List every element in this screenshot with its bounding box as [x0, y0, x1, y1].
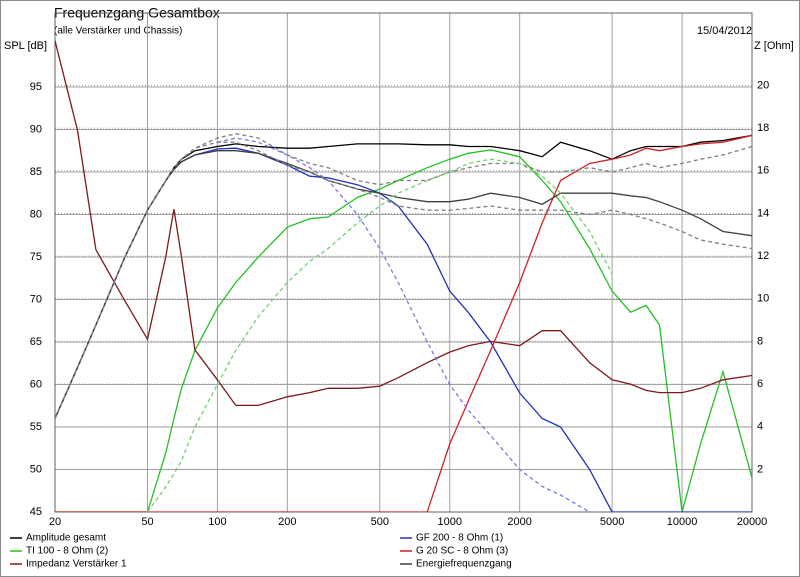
- x-tick-label: 20000: [737, 516, 768, 528]
- y-tick-label: 70: [30, 293, 42, 305]
- y-tick-label: 65: [30, 336, 42, 348]
- y2-tick-label: 8: [757, 335, 763, 347]
- dashed-series-line: [146, 158, 613, 512]
- x-tick-label: 1000: [437, 516, 461, 528]
- x-tick-label: 10000: [667, 516, 698, 528]
- legend-label: Energiefrequenzgang: [416, 559, 512, 570]
- y2-tick-label: 12: [757, 250, 769, 262]
- dashed-series-line: [55, 133, 752, 419]
- chart-date: 15/04/2012: [697, 25, 752, 37]
- legend-label: Amplitude gesamt: [26, 533, 106, 544]
- y2-tick-label: 18: [757, 122, 769, 134]
- y-tick-label: 85: [30, 166, 42, 178]
- legend-label: TI 100 - 8 Ohm (2): [26, 546, 108, 557]
- chart-subtitle: (alle Verstärker und Chassis): [54, 26, 182, 37]
- x-tick-label: 500: [371, 516, 389, 528]
- x-tick-label: 200: [278, 516, 296, 528]
- legend-label: G 20 SC - 8 Ohm (3): [416, 546, 508, 557]
- y-tick-label: 95: [30, 81, 42, 93]
- y2-axis-label: Z [Ohm]: [754, 40, 794, 52]
- y-tick-label: 50: [30, 463, 42, 475]
- y-tick-label: 75: [30, 251, 42, 263]
- dashed-series-line: [217, 137, 590, 512]
- series-line: [55, 40, 752, 407]
- y2-tick-label: 16: [757, 165, 769, 177]
- y2-tick-label: 10: [757, 293, 769, 305]
- y-tick-label: 55: [30, 421, 42, 433]
- x-tick-label: 50: [141, 516, 153, 528]
- y-tick-label: 80: [30, 208, 42, 220]
- plot-lines: [55, 40, 752, 512]
- y2-tick-label: 20: [757, 79, 769, 91]
- series-line: [55, 149, 752, 512]
- dashed-series-line: [55, 141, 752, 419]
- y-tick-label: 45: [30, 506, 42, 518]
- y2-tick-label: 14: [757, 207, 769, 219]
- x-tick-label: 20: [49, 516, 61, 528]
- y2-tick-label: 6: [757, 378, 763, 390]
- y2-tick-label: 4: [757, 421, 763, 433]
- series-line: [55, 134, 752, 512]
- x-tick-label: 100: [208, 516, 226, 528]
- x-tick-label: 2000: [507, 516, 531, 528]
- x-tick-label: 5000: [600, 516, 624, 528]
- y2-tick-label: 2: [757, 463, 763, 475]
- legend-label: Impedanz Verstärker 1: [26, 559, 127, 570]
- y-tick-label: 60: [30, 378, 42, 390]
- y-axis-label: SPL [dB]: [4, 40, 47, 52]
- y-tick-label: 90: [30, 123, 42, 135]
- legend-label: GF 200 - 8 Ohm (1): [416, 533, 503, 544]
